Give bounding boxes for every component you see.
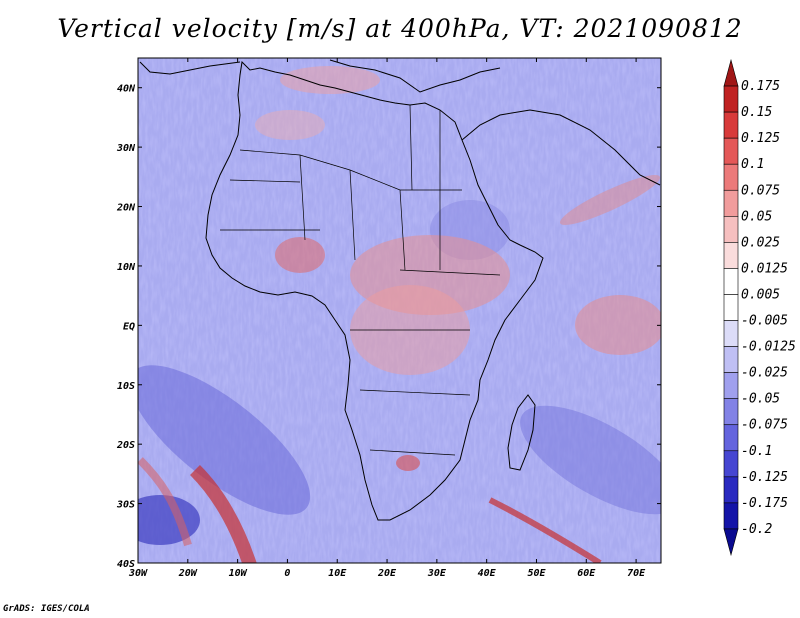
madagascar-coastline <box>507 394 536 471</box>
colorbar-label: -0.125 <box>741 470 788 485</box>
lon-tick-label: 0 <box>284 568 290 579</box>
indian-ocean-ascent <box>575 295 661 355</box>
longitude-ticks: 30W 20W 10W 0 10E 20E 30E 40E 50E 60E 70E <box>128 58 646 579</box>
lat-tick-label: 10N <box>117 262 136 273</box>
colorbar-swatch <box>723 424 739 452</box>
lon-tick-label: 70E <box>627 568 646 579</box>
colorbar-swatch <box>723 450 739 478</box>
lon-tick-label: 40E <box>478 568 497 579</box>
lat-tick-label: 20S <box>116 440 135 451</box>
lat-tick-label: 40N <box>117 84 136 95</box>
mediterranean-ascent <box>280 66 380 94</box>
colorbar-top-arrow <box>723 58 739 87</box>
southern-ocean-red-streak <box>488 497 602 563</box>
colorbar-label: -0.1 <box>741 444 772 459</box>
colorbar-label: -0.025 <box>741 366 788 381</box>
colorbar-swatch <box>723 398 739 426</box>
colorbar-swatch <box>723 163 739 191</box>
colorbar-swatch <box>723 189 739 217</box>
colorbar-label: 0.175 <box>741 79 780 94</box>
border-lines <box>220 104 501 456</box>
lon-tick-label: 30E <box>427 568 447 579</box>
colorbar-label: -0.005 <box>741 314 788 329</box>
plot-frame <box>137 57 662 564</box>
arabia-coastline <box>461 109 661 186</box>
latitude-ticks: 40N 30N 20N 10N EQ 10S 20S 30S 40S <box>116 84 661 570</box>
coastlines <box>139 59 661 521</box>
sahara-ascent-patch <box>255 110 325 140</box>
colorbar-label: -0.175 <box>741 496 788 511</box>
credit-text: GrADS: IGES/COLA <box>3 604 90 614</box>
southeast-blue-band <box>520 405 661 515</box>
colorbar-swatch <box>723 294 739 321</box>
lon-tick-label: 30W <box>128 568 148 579</box>
lon-tick-label: 60E <box>577 568 596 579</box>
lat-tick-label: EQ <box>123 321 135 332</box>
colorbar: 0.175 0.15 0.125 0.1 0.075 0.05 0.025 0.0125 0.0… <box>723 58 796 557</box>
africa-coastline <box>205 60 544 521</box>
colorbar-swatch <box>723 476 739 504</box>
atlantic-red-streak-2 <box>138 457 192 547</box>
europe-coastline <box>139 59 501 93</box>
lat-tick-label: 40S <box>117 559 135 570</box>
colorbar-swatch <box>723 111 739 139</box>
colorbar-swatch <box>723 268 739 295</box>
colorbar-swatch <box>723 216 739 243</box>
colorbar-swatch <box>723 85 739 113</box>
west-africa-ascent <box>275 237 325 273</box>
colorbar-label: 0.05 <box>741 209 772 224</box>
colorbar-label: -0.0125 <box>741 340 796 355</box>
colorbar-label: -0.05 <box>741 392 780 407</box>
atlantic-red-streak <box>189 465 257 563</box>
colorbar-label: 0.005 <box>741 287 780 302</box>
lon-tick-label: 10W <box>229 568 248 579</box>
arabian-ascent-band <box>559 175 661 225</box>
colorbar-label: 0.075 <box>741 183 780 198</box>
colorbar-swatch <box>723 242 739 269</box>
colorbar-label: 0.125 <box>741 131 780 146</box>
colorbar-bottom-arrow <box>723 528 739 557</box>
colorbar-swatch <box>723 346 739 373</box>
lon-tick-label: 20W <box>178 568 198 579</box>
colorbar-swatch <box>723 502 739 530</box>
colorbar-label: 0.0125 <box>741 261 788 276</box>
colorbar-swatch <box>723 320 739 347</box>
lat-tick-label: 30N <box>116 143 136 154</box>
colorbar-label: -0.2 <box>741 522 772 537</box>
chart-title: Vertical velocity [m/s] at 400hPa, VT: 2… <box>57 14 743 43</box>
lat-tick-label: 20N <box>116 203 136 214</box>
lon-tick-label: 20E <box>377 568 397 579</box>
lon-tick-label: 10E <box>328 568 347 579</box>
lon-tick-label: 50E <box>527 568 546 579</box>
lat-tick-label: 30S <box>116 500 135 511</box>
lat-tick-label: 10S <box>117 381 135 392</box>
southern-africa-ascent <box>396 455 420 471</box>
colorbar-label: -0.075 <box>741 418 788 433</box>
colorbar-label: 0.1 <box>741 157 764 172</box>
atlantic-subsidence-band <box>138 365 311 515</box>
colorbar-swatch <box>723 372 739 399</box>
colorbar-label: 0.025 <box>741 235 780 250</box>
colorbar-swatch <box>723 137 739 165</box>
colorbar-label: 0.15 <box>741 105 772 120</box>
